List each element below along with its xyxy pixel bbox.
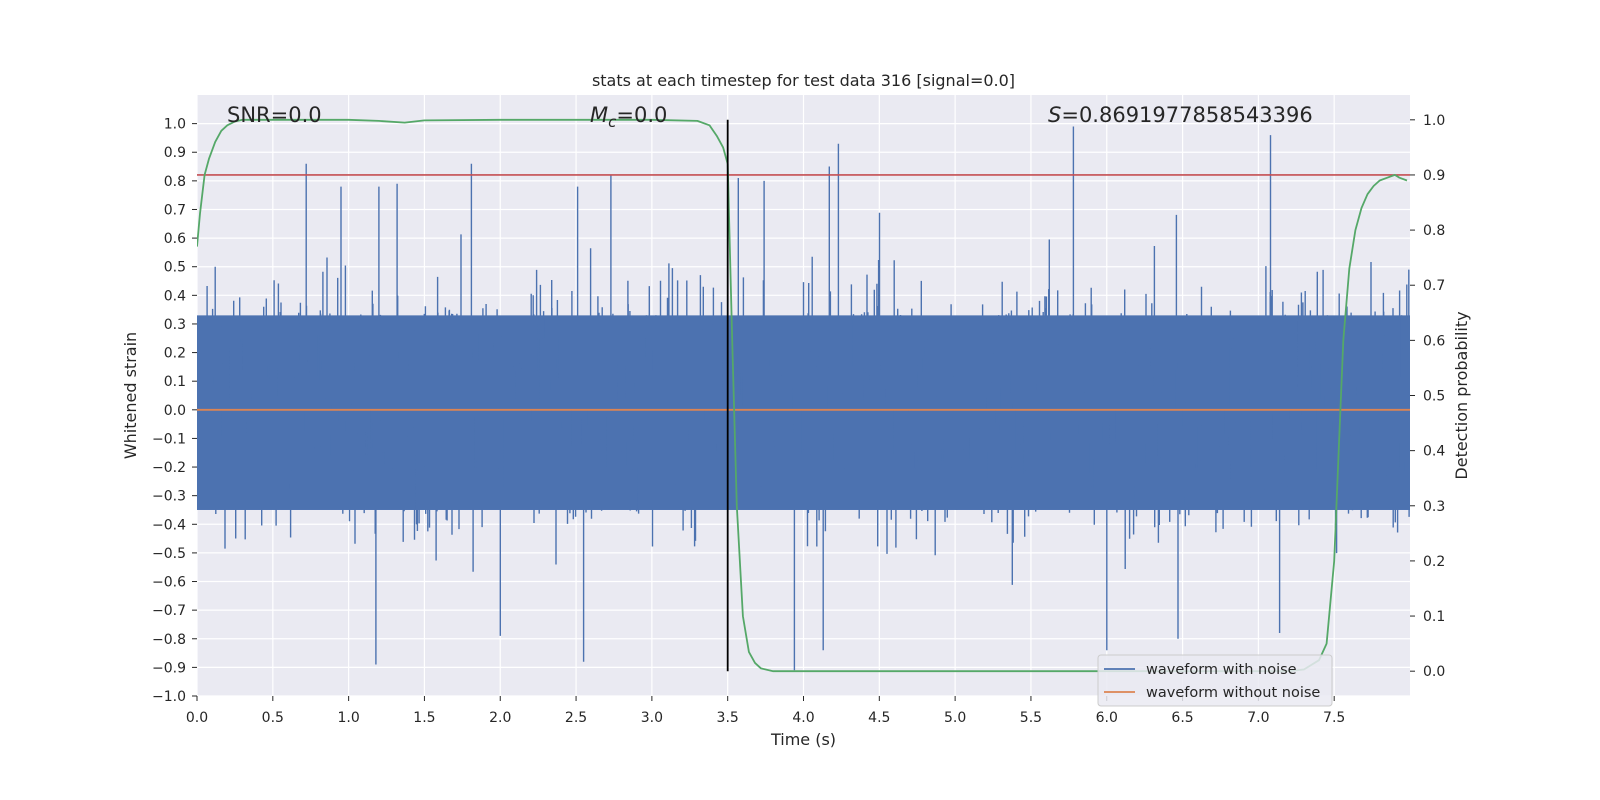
- x-tick-label: 2.5: [565, 710, 587, 726]
- mc-value: =0.0: [616, 103, 667, 127]
- x-tick-label: 2.0: [489, 710, 511, 726]
- y2-tick-label: 1.0: [1423, 113, 1445, 129]
- x-tick-label: 7.5: [1323, 710, 1345, 726]
- waveform-with-noise-series: [197, 126, 1410, 671]
- x-tick-label: 1.0: [337, 710, 359, 726]
- s-symbol: S: [1048, 103, 1061, 127]
- y-tick-label: −0.2: [152, 460, 186, 476]
- x-tick-label: 1.5: [413, 710, 435, 726]
- line-series: [197, 118, 1410, 673]
- y-tick-label: −0.3: [152, 489, 186, 505]
- x-tick-label: 5.0: [944, 710, 966, 726]
- y-tick-label: −0.6: [152, 575, 186, 591]
- y-axis-label: Whitened strain: [121, 332, 140, 459]
- s-value: =0.8691977858543396: [1061, 103, 1312, 127]
- x-tick-label: 5.5: [1020, 710, 1042, 726]
- y-tick-label: 0.5: [164, 260, 186, 276]
- x-tick-label: 4.5: [868, 710, 890, 726]
- y-tick-label: 0.8: [164, 174, 186, 190]
- y-tick-label: 0.0: [164, 403, 186, 419]
- y-tick-label: −0.5: [152, 546, 186, 562]
- y2-tick-label: 0.1: [1423, 609, 1445, 625]
- mc-subscript: c: [608, 113, 617, 131]
- chirp-mass-annotation: Mc=0.0: [590, 103, 667, 131]
- x-axis-label: Time (s): [770, 730, 836, 749]
- y2-axis-label: Detection probability: [1452, 311, 1471, 479]
- x-tick-label: 0.5: [262, 710, 284, 726]
- y-tick-label: −0.7: [152, 603, 186, 619]
- y-tick-label: 0.4: [164, 288, 186, 304]
- x-tick-label: 6.0: [1096, 710, 1118, 726]
- chart-title: stats at each timestep for test data 316…: [592, 71, 1015, 90]
- y2-tick-label: 0.9: [1423, 168, 1445, 184]
- x-tick-label: 0.0: [186, 710, 208, 726]
- waveform-with-noise-line: [197, 126, 1410, 671]
- x-tick-label: 3.5: [717, 710, 739, 726]
- detection-probability-line: [197, 118, 1408, 673]
- x-tick-label: 7.0: [1247, 710, 1269, 726]
- y2-tick-label: 0.7: [1423, 278, 1445, 294]
- statistic-annotation: S=0.8691977858543396: [1048, 103, 1313, 127]
- y-tick-label: −0.8: [152, 632, 186, 648]
- legend-label-without-noise: waveform without noise: [1146, 685, 1320, 701]
- y-tick-label: 0.6: [164, 231, 186, 247]
- y-tick-label: −0.4: [152, 517, 186, 533]
- y-tick-label: 0.7: [164, 202, 186, 218]
- y2-tick-label: 0.4: [1423, 444, 1445, 460]
- y-tick-label: 0.2: [164, 346, 186, 362]
- legend-box: [1097, 654, 1333, 707]
- y-tick-label: 0.3: [164, 317, 186, 333]
- y-tick-label: −0.9: [152, 660, 186, 676]
- plot-content: [197, 118, 1410, 673]
- mc-symbol: M: [590, 103, 608, 127]
- y2-tick-label: 0.3: [1423, 499, 1445, 515]
- y-tick-label: −1.0: [152, 689, 186, 705]
- y-tick-label: 0.9: [164, 145, 186, 161]
- legend: waveform with noise waveform without noi…: [1097, 654, 1333, 707]
- snr-annotation: SNR=0.0: [227, 103, 322, 127]
- legend-label-with-noise: waveform with noise: [1146, 662, 1297, 678]
- y2-tick-label: 0.8: [1423, 223, 1445, 239]
- y2-tick-label: 0.2: [1423, 554, 1445, 570]
- axes: 0.0 0.5 1.0 1.5 2.0 2.5 3.0 3.5 4.0 4.5 5.0 5.5 6.0 6…: [152, 113, 1445, 726]
- y-tick-label: 1.0: [164, 117, 186, 133]
- x-tick-label: 3.0: [641, 710, 663, 726]
- y2-tick-label: 0.5: [1423, 389, 1445, 405]
- x-tick-label: 4.0: [792, 710, 814, 726]
- x-tick-label: 6.5: [1171, 710, 1193, 726]
- y-tick-label: 0.1: [164, 374, 186, 390]
- y-tick-label: −0.1: [152, 431, 186, 447]
- y2-tick-label: 0.6: [1423, 333, 1445, 349]
- y2-tick-label: 0.0: [1423, 664, 1445, 680]
